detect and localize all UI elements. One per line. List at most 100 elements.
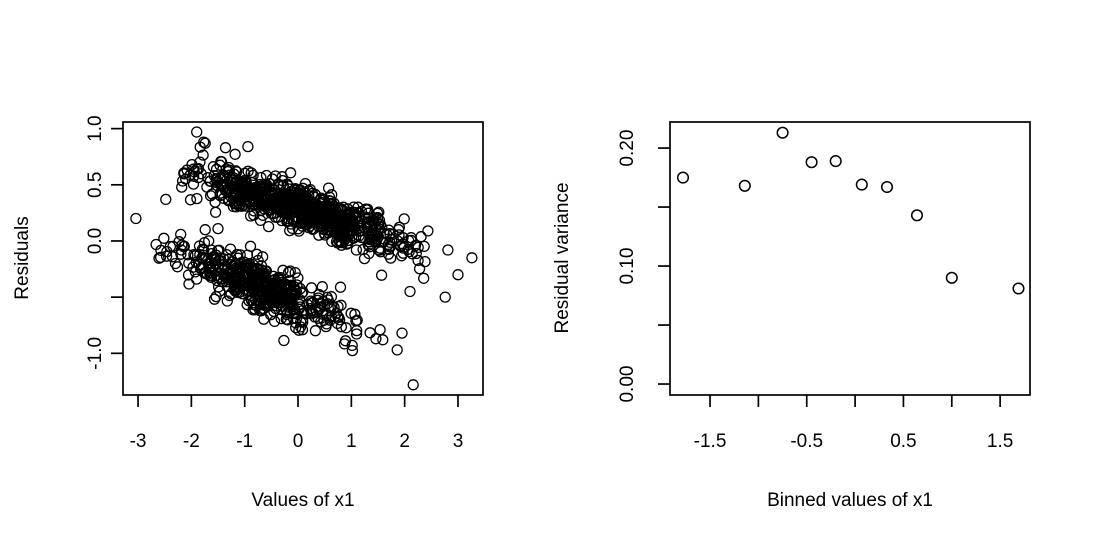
data-point xyxy=(377,334,389,346)
data-point xyxy=(275,279,288,292)
data-point xyxy=(188,170,200,182)
left-scatter-panel: -3 -2 -1 0 1 2 3 1.0 0.5 0.0 -1.0 Values of x1 Res… xyxy=(12,115,484,511)
data-point xyxy=(275,191,287,204)
data-point xyxy=(195,168,207,180)
data-point xyxy=(218,192,230,205)
data-point xyxy=(197,149,209,161)
data-point xyxy=(202,172,214,184)
data-point xyxy=(419,255,431,268)
data-point xyxy=(232,252,244,264)
data-point xyxy=(278,334,290,347)
data-point xyxy=(332,202,344,215)
data-point xyxy=(466,252,478,264)
data-point xyxy=(199,137,211,149)
data-point xyxy=(190,256,202,268)
left-plot-area xyxy=(122,121,484,396)
data-point xyxy=(334,281,347,293)
data-point xyxy=(281,203,293,215)
left-axes-ticks: -3 -2 -1 0 1 2 3 1.0 0.5 0.0 -1.0 xyxy=(85,115,463,452)
data-point xyxy=(296,220,309,232)
data-point xyxy=(676,171,690,184)
data-point xyxy=(776,126,789,139)
data-point xyxy=(330,235,343,248)
data-point xyxy=(412,254,424,267)
data-point xyxy=(255,171,267,184)
data-point xyxy=(397,247,409,259)
data-point xyxy=(289,266,301,279)
data-point xyxy=(296,206,308,218)
data-point xyxy=(202,253,214,266)
data-point xyxy=(154,251,167,263)
data-point xyxy=(384,236,396,248)
data-point xyxy=(267,194,279,207)
data-point xyxy=(284,167,297,179)
x-tick-label: 0.5 xyxy=(890,431,916,452)
data-point xyxy=(305,282,318,294)
data-point xyxy=(235,276,247,288)
data-point xyxy=(207,161,220,173)
data-point xyxy=(1012,282,1025,295)
data-point xyxy=(176,181,188,193)
data-point xyxy=(194,156,206,168)
data-point xyxy=(318,299,331,311)
data-point xyxy=(369,230,381,242)
data-point xyxy=(412,241,424,254)
y-tick-label: 0.00 xyxy=(617,366,638,403)
data-point xyxy=(238,184,251,196)
data-point xyxy=(209,251,221,263)
data-point xyxy=(339,335,352,347)
data-point xyxy=(257,299,270,311)
data-point xyxy=(292,272,304,284)
data-point xyxy=(219,260,231,273)
data-point xyxy=(199,267,212,280)
data-point xyxy=(247,169,259,182)
data-point xyxy=(322,182,335,194)
data-point xyxy=(372,244,385,256)
data-point xyxy=(309,209,322,222)
y-tick-label: 0.5 xyxy=(85,172,106,198)
data-point xyxy=(274,296,286,308)
data-point xyxy=(945,271,958,284)
data-point xyxy=(191,192,203,205)
data-point xyxy=(805,156,818,169)
data-point xyxy=(410,247,422,260)
data-point xyxy=(326,189,338,201)
data-point xyxy=(351,324,363,337)
data-point xyxy=(160,193,172,206)
data-point xyxy=(452,269,464,281)
x-tick-label: 0 xyxy=(293,431,304,452)
data-point xyxy=(243,260,255,272)
x-tick-label: -1.5 xyxy=(694,431,727,452)
data-point xyxy=(230,165,242,177)
data-point xyxy=(422,225,434,237)
data-point xyxy=(285,189,297,201)
x-tick-label: -1 xyxy=(236,431,253,452)
data-point xyxy=(219,142,232,154)
data-point xyxy=(257,209,269,221)
data-point xyxy=(237,177,249,190)
data-point xyxy=(396,327,408,339)
data-point xyxy=(313,288,325,301)
data-point xyxy=(321,224,334,236)
data-point xyxy=(278,188,291,200)
data-point xyxy=(275,312,287,325)
data-point xyxy=(325,311,338,323)
data-point xyxy=(320,213,332,225)
data-point xyxy=(334,236,346,248)
right-x-axis-title: Binned values of x1 xyxy=(767,490,933,511)
data-point xyxy=(282,266,295,278)
data-point xyxy=(345,307,357,319)
data-point xyxy=(228,172,240,184)
left-scatter-points xyxy=(130,126,478,391)
data-point xyxy=(245,167,257,179)
data-point xyxy=(293,187,305,199)
data-point xyxy=(415,231,427,243)
data-point xyxy=(359,211,372,223)
data-point xyxy=(234,199,246,211)
data-point xyxy=(280,313,292,325)
data-point xyxy=(340,322,352,334)
data-point xyxy=(374,246,387,258)
data-point xyxy=(910,209,924,222)
